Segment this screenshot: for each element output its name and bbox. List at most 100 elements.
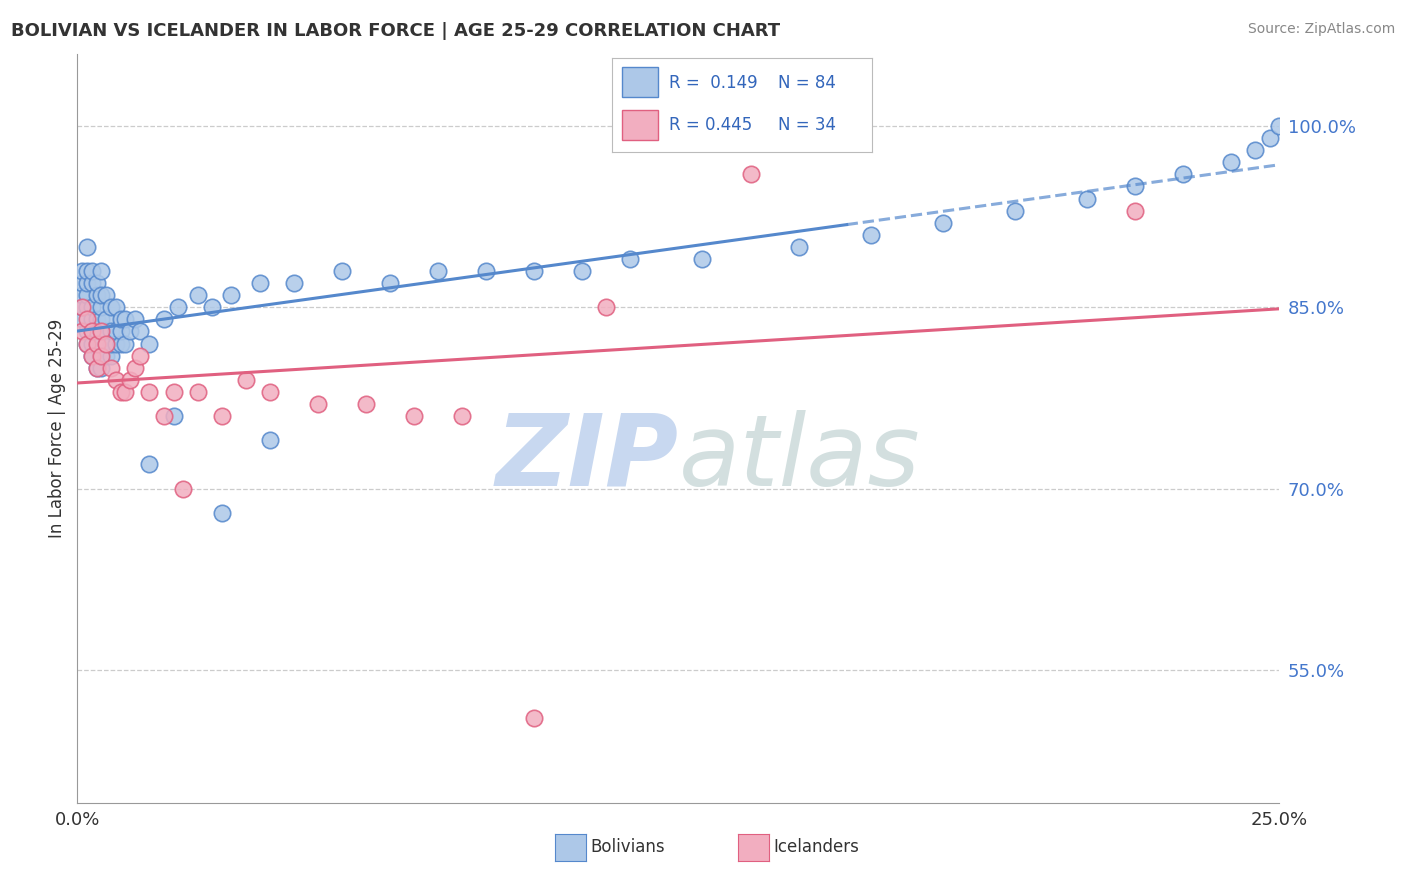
Point [80, 312, 103, 326]
Point [76, 325, 98, 339]
Point [859, 227, 882, 242]
Point [80, 349, 103, 363]
Text: ZIP: ZIP [495, 409, 679, 507]
Point [80, 349, 103, 363]
Point [740, 167, 762, 181]
Point [76, 288, 98, 302]
Point [114, 312, 136, 326]
Point [70, 288, 93, 302]
Point [80, 264, 103, 278]
Point [90, 349, 112, 363]
Point [90, 349, 112, 363]
Point [787, 240, 810, 254]
Point [70, 312, 93, 326]
Point [619, 252, 641, 266]
Point [120, 373, 142, 387]
Text: atlas: atlas [679, 409, 920, 507]
Point [110, 312, 132, 326]
Text: R =  0.149: R = 0.149 [669, 74, 758, 92]
Point [86, 312, 108, 326]
Point [451, 409, 474, 423]
Point [307, 397, 329, 411]
Point [128, 325, 150, 339]
Point [153, 312, 176, 326]
Point [114, 336, 136, 351]
Point [128, 349, 150, 363]
Text: BOLIVIAN VS ICELANDER IN LABOR FORCE | AGE 25-29 CORRELATION CHART: BOLIVIAN VS ICELANDER IN LABOR FORCE | A… [11, 22, 780, 40]
Text: R = 0.445: R = 0.445 [669, 117, 752, 135]
Point [86, 325, 108, 339]
Point [80, 325, 103, 339]
Point [90, 325, 112, 339]
Point [90, 288, 112, 302]
Text: Source: ZipAtlas.com: Source: ZipAtlas.com [1247, 22, 1395, 37]
Point [86, 336, 108, 351]
Point [86, 360, 108, 375]
Point [90, 336, 112, 351]
Point [96, 336, 118, 351]
Bar [621, 111, 658, 140]
Point [70, 325, 93, 339]
Point [1076, 192, 1098, 206]
Point [523, 264, 546, 278]
Point [427, 264, 450, 278]
Point [201, 301, 224, 315]
Point [124, 360, 146, 375]
Point [96, 325, 118, 339]
Point [283, 276, 305, 290]
Point [259, 434, 281, 448]
Point [80, 276, 103, 290]
Point [110, 336, 132, 351]
Point [76, 301, 98, 315]
Point [1258, 131, 1281, 145]
Point [70, 264, 93, 278]
Point [100, 301, 122, 315]
Point [104, 301, 127, 315]
Point [114, 384, 136, 399]
Point [1268, 119, 1291, 133]
Point [138, 458, 160, 472]
Point [1004, 203, 1026, 218]
Point [96, 349, 118, 363]
Point [80, 336, 103, 351]
Point [90, 301, 112, 315]
Point [932, 216, 955, 230]
Text: Bolivians: Bolivians [591, 838, 665, 856]
Point [76, 336, 98, 351]
Point [76, 336, 98, 351]
Point [402, 409, 425, 423]
Point [153, 409, 176, 423]
Point [76, 312, 98, 326]
Point [100, 360, 122, 375]
Point [104, 373, 127, 387]
Point [100, 349, 122, 363]
Point [124, 312, 146, 326]
Point [692, 252, 714, 266]
Point [167, 301, 190, 315]
Point [235, 373, 257, 387]
Point [104, 325, 127, 339]
Point [186, 384, 209, 399]
Point [249, 276, 271, 290]
Point [96, 312, 118, 326]
Point [354, 397, 377, 411]
Point [96, 336, 118, 351]
Point [186, 288, 209, 302]
Text: Icelanders: Icelanders [773, 838, 859, 856]
Text: N = 84: N = 84 [778, 74, 837, 92]
Point [1244, 143, 1267, 157]
Point [76, 240, 98, 254]
Point [96, 288, 118, 302]
Point [100, 336, 122, 351]
Point [90, 312, 112, 326]
Point [70, 301, 93, 315]
Point [100, 325, 122, 339]
Point [475, 264, 498, 278]
Point [86, 336, 108, 351]
Point [76, 276, 98, 290]
Point [86, 276, 108, 290]
Point [70, 276, 93, 290]
Point [1123, 179, 1146, 194]
Point [1123, 203, 1146, 218]
Y-axis label: In Labor Force | Age 25-29: In Labor Force | Age 25-29 [48, 318, 66, 538]
